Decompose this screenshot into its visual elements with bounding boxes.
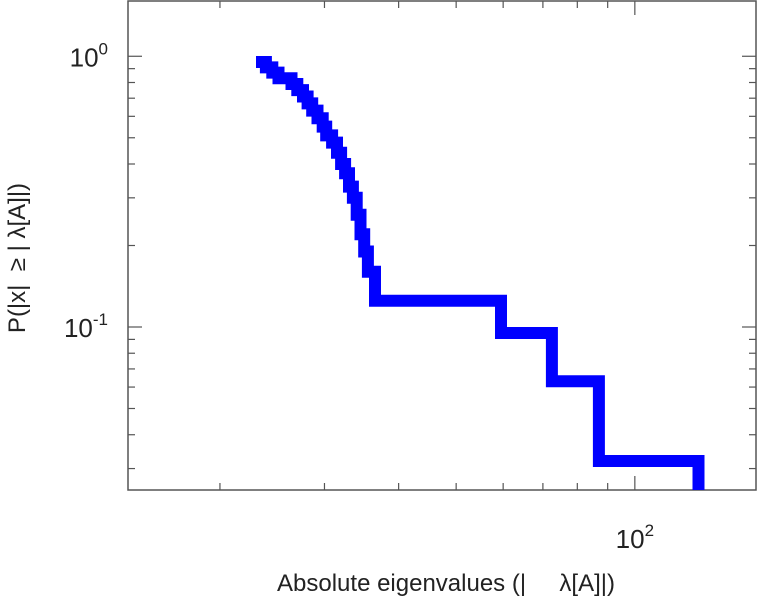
tick-labels: 100 10-1 102 — [64, 39, 654, 554]
plot-frame — [127, 0, 757, 491]
series-line — [256, 56, 705, 490]
y-axis-title: P(|x| ≥ | λ[A]|) — [4, 183, 31, 333]
x-axis-title: Absolute eigenvalues (| λ[A]|) — [277, 570, 615, 597]
axis-ticks — [128, 1, 756, 490]
y-tick-label: 10-1 — [64, 310, 108, 343]
plot-marks — [256, 56, 705, 490]
y-tick-label: 100 — [70, 39, 108, 72]
x-tick-label: 102 — [616, 521, 654, 554]
